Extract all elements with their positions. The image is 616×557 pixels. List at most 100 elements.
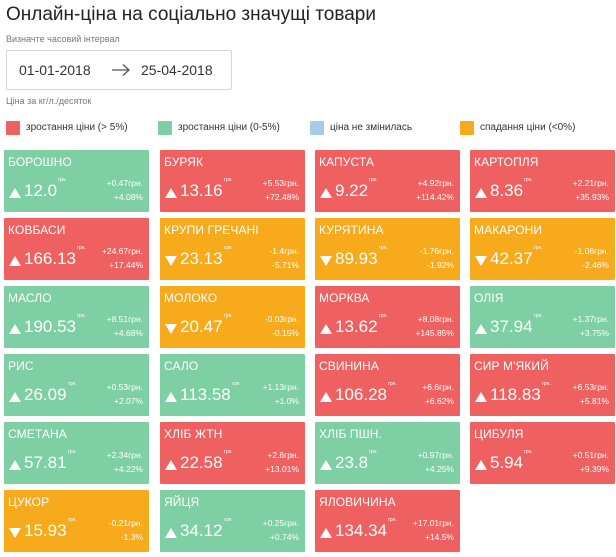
price-unit: грн.	[224, 517, 233, 523]
price-unit: грн.	[77, 313, 86, 319]
triangle-up-icon	[9, 188, 21, 198]
product-tile[interactable]: МАСЛО 190.53 грн. +8.51грн. +4.68%	[4, 286, 149, 348]
price-change-abs: +0.25грн.	[262, 518, 299, 528]
product-name: КАРТОПЛЯ	[474, 155, 539, 169]
price-change-pct: -5.71%	[272, 260, 299, 270]
triangle-up-icon	[165, 528, 177, 538]
price-change-pct: +2.07%	[113, 396, 143, 406]
price-change-pct: +1.0%	[274, 396, 299, 406]
triangle-down-icon	[475, 256, 487, 266]
product-name: ЦИБУЛЯ	[474, 427, 524, 441]
triangle-up-icon	[475, 188, 487, 198]
legend-swatch	[310, 121, 324, 135]
triangle-up-icon	[475, 324, 487, 334]
price-unit: грн.	[68, 381, 77, 387]
product-tile[interactable]: МАКАРОНИ 42.37 грн. -1.06грн. -2.46%	[470, 218, 615, 280]
price-change-abs: +0.97грн.	[417, 450, 454, 460]
price-change-abs: +1.37грн.	[572, 314, 609, 324]
triangle-up-icon	[320, 188, 332, 198]
price-change-abs: +2.21грн.	[572, 178, 609, 188]
price-change-abs: +6.53грн.	[572, 382, 609, 392]
product-tile[interactable]: КАПУСТА 9.22 грн. +4.92грн. +114.42%	[315, 150, 460, 212]
product-tile[interactable]: КРУПИ ГРЕЧАНІ 23.13 грн. -1.4грн. -5.71%	[160, 218, 305, 280]
product-price: 42.37	[490, 249, 533, 268]
product-price: 5.94	[490, 453, 524, 472]
price-unit: грн.	[379, 313, 388, 319]
date-range-picker[interactable]: 01-01-2018 25-04-2018	[6, 50, 232, 90]
product-tile[interactable]: БУРЯК 13.16 грн. +5.53грн. +72.48%	[160, 150, 305, 212]
product-name: БОРОШНО	[8, 155, 72, 169]
price-change-pct: +3.75%	[579, 328, 609, 338]
price-change-abs: +2.6грн.	[267, 450, 299, 460]
product-tile[interactable]: ОЛІЯ 37.94 грн. +1.37грн. +3.75%	[470, 286, 615, 348]
product-tile[interactable]: СИР М'ЯКИЙ 118.83 грн. +6.53грн. +5.81%	[470, 354, 615, 416]
triangle-up-icon	[320, 392, 332, 402]
product-tile[interactable]: РИС 26.09 грн. +0.53грн. +2.07%	[4, 354, 149, 416]
price-change-pct: -0.15%	[272, 328, 299, 338]
product-tile[interactable]: ХЛІБ ЖТН 22.58 грн. +2.6грн. +13.01%	[160, 422, 305, 484]
product-name: ЯЙЦЯ	[164, 495, 200, 509]
price-change-pct: +6.62%	[424, 396, 454, 406]
legend-label: ціна не змінилась	[330, 122, 413, 133]
product-price: 13.62	[335, 317, 378, 336]
price-change-abs: -0.03грн.	[264, 314, 299, 324]
legend-swatch	[6, 121, 20, 135]
triangle-down-icon	[165, 256, 177, 266]
product-tile[interactable]: ЯЙЦЯ 34.12 грн. +0.25грн. +0.74%	[160, 490, 305, 552]
product-tile[interactable]: КУРЯТИНА 89.93 грн. -1.76грн. -1.92%	[315, 218, 460, 280]
product-tile[interactable]: КАРТОПЛЯ 8.36 грн. +2.21грн. +35.93%	[470, 150, 615, 212]
price-unit: грн.	[224, 245, 233, 251]
product-price: 23.13	[180, 249, 223, 268]
price-change-abs: +0.51грн.	[572, 450, 609, 460]
price-change-abs: +6.6грн.	[422, 382, 454, 392]
legend-label: зростання ціни (0-5%)	[178, 122, 280, 133]
price-change-abs: -1.4грн.	[269, 246, 299, 256]
price-unit: грн.	[388, 517, 397, 523]
price-change-pct: +13.01%	[265, 464, 299, 474]
price-change-pct: +72.48%	[265, 192, 299, 202]
product-price: 15.93	[24, 521, 67, 540]
triangle-up-icon	[9, 324, 21, 334]
price-change-pct: +4.68%	[113, 328, 143, 338]
product-price: 37.94	[490, 317, 533, 336]
product-tile[interactable]: САЛО 113.58 грн. +1.13грн. +1.0%	[160, 354, 305, 416]
price-change-pct: +4.22%	[113, 464, 143, 474]
product-tile[interactable]: ЯЛОВИЧИНА 134.34 грн. +17.01грн. +14.5%	[315, 490, 460, 552]
unit-note: Ціна за кг/л./десяток	[6, 96, 92, 106]
arrow-right-icon	[112, 64, 130, 76]
price-change-abs: +0.53грн.	[106, 382, 143, 392]
price-change-abs: +8.08грн.	[417, 314, 454, 324]
date-from-field[interactable]: 01-01-2018	[19, 62, 91, 78]
triangle-up-icon	[9, 256, 21, 266]
price-change-pct: -1.3%	[120, 532, 143, 542]
product-name: МАСЛО	[8, 291, 52, 305]
product-tile[interactable]: ЦИБУЛЯ 5.94 грн. +0.51грн. +9.39%	[470, 422, 615, 484]
product-tile[interactable]: МОЛОКО 20.47 грн. -0.03грн. -0.15%	[160, 286, 305, 348]
product-price: 190.53	[24, 317, 76, 336]
product-tile[interactable]: БОРОШНО 12.0 грн. +0.47грн. +4.08%	[4, 150, 149, 212]
product-tile[interactable]: СМЕТАНА 57.81 грн. +2.34грн. +4.22%	[4, 422, 149, 484]
price-change-pct: -1.92%	[427, 260, 454, 270]
product-name: БУРЯК	[164, 155, 204, 169]
price-unit: грн.	[524, 449, 533, 455]
product-name: КРУПИ ГРЕЧАНІ	[164, 223, 259, 237]
product-tile[interactable]: МОРКВА 13.62 грн. +8.08грн. +145.85%	[315, 286, 460, 348]
price-change-pct: +145.85%	[415, 328, 454, 338]
price-unit: грн.	[379, 245, 388, 251]
product-price: 12.0	[24, 181, 58, 200]
product-name: МОРКВА	[319, 291, 370, 305]
product-tile[interactable]: КОВБАСИ 166.13 грн. +24.67грн. +17.44%	[4, 218, 149, 280]
price-change-abs: +0.47грн.	[106, 178, 143, 188]
price-unit: грн.	[68, 517, 77, 523]
page-title: Онлайн-ціна на соціально значущі товари	[6, 4, 376, 25]
product-tile[interactable]: СВИНИНА 106.28 грн. +6.6грн. +6.62%	[315, 354, 460, 416]
triangle-up-icon	[320, 324, 332, 334]
product-name: ХЛІБ ПШН.	[319, 427, 382, 441]
price-change-abs: -0.21грн.	[108, 518, 143, 528]
product-name: КУРЯТИНА	[319, 223, 384, 237]
product-tile[interactable]: ХЛІБ ПШН. 23.8 грн. +0.97грн. +4.25%	[315, 422, 460, 484]
product-tile[interactable]: ЦУКОР 15.93 грн. -0.21грн. -1.3%	[4, 490, 149, 552]
price-unit: грн.	[534, 313, 543, 319]
date-to-field[interactable]: 25-04-2018	[141, 62, 213, 78]
